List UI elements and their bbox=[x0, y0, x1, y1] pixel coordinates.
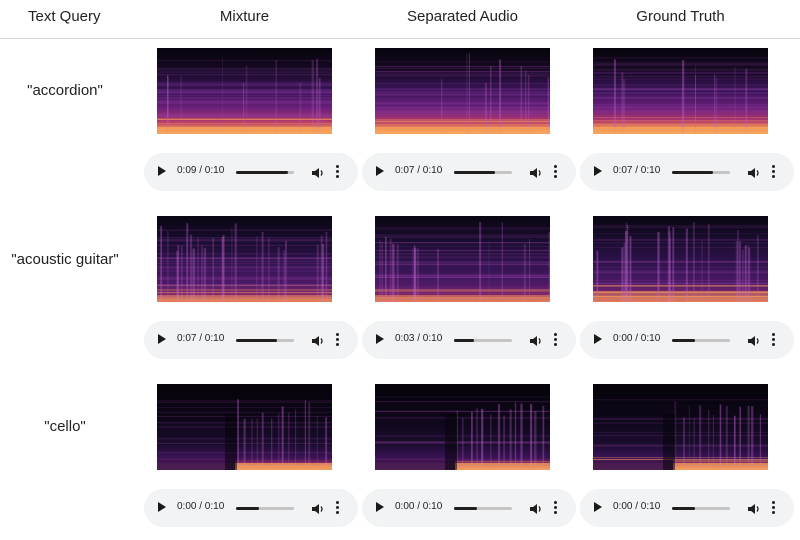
volume-icon[interactable] bbox=[747, 502, 761, 514]
audio-player-separated-audio[interactable]: 0:00 / 0:10 bbox=[362, 489, 576, 527]
playback-time: 0:00 / 0:10 bbox=[177, 501, 225, 512]
audio-player-separated-audio[interactable]: 0:07 / 0:10 bbox=[362, 153, 576, 191]
header-text-query: Text Query bbox=[28, 8, 101, 25]
play-icon[interactable] bbox=[158, 502, 166, 512]
header-mixture: Mixture bbox=[219, 8, 270, 25]
play-icon[interactable] bbox=[594, 334, 602, 344]
audio-player-ground-truth[interactable]: 0:00 / 0:10 bbox=[580, 489, 794, 527]
text-query-label: "accordion" bbox=[27, 82, 103, 99]
spectrogram-mixture bbox=[157, 384, 332, 470]
playback-time: 0:07 / 0:10 bbox=[613, 165, 661, 176]
playback-time: 0:07 / 0:10 bbox=[177, 333, 225, 344]
seek-bar[interactable] bbox=[672, 339, 730, 342]
more-vert-icon[interactable] bbox=[336, 333, 340, 347]
spectrogram-ground-truth bbox=[593, 216, 768, 302]
seek-bar-progress bbox=[236, 507, 260, 510]
seek-bar[interactable] bbox=[236, 339, 294, 342]
play-icon[interactable] bbox=[376, 334, 384, 344]
volume-icon[interactable] bbox=[747, 334, 761, 346]
seek-bar[interactable] bbox=[454, 339, 512, 342]
seek-bar-progress bbox=[672, 339, 696, 342]
volume-icon[interactable] bbox=[311, 166, 325, 178]
playback-time: 0:00 / 0:10 bbox=[613, 333, 661, 344]
spectrogram-separated-audio bbox=[375, 384, 550, 470]
spectrogram-ground-truth bbox=[593, 48, 768, 134]
header-ground-truth: Ground Truth bbox=[636, 8, 725, 25]
spectrogram-mixture bbox=[157, 48, 332, 134]
playback-time: 0:00 / 0:10 bbox=[613, 501, 661, 512]
seek-bar-progress bbox=[236, 339, 277, 342]
volume-icon[interactable] bbox=[311, 334, 325, 346]
seek-bar[interactable] bbox=[454, 507, 512, 510]
seek-bar[interactable] bbox=[672, 507, 730, 510]
more-vert-icon[interactable] bbox=[336, 501, 340, 515]
header-separated-audio: Separated Audio bbox=[407, 8, 518, 25]
seek-bar[interactable] bbox=[236, 507, 294, 510]
spectrogram-separated-audio bbox=[375, 216, 550, 302]
text-query-label: "cello" bbox=[44, 418, 86, 435]
more-vert-icon[interactable] bbox=[772, 501, 776, 515]
seek-bar[interactable] bbox=[672, 171, 730, 174]
spectrogram-separated-audio bbox=[375, 48, 550, 134]
volume-icon[interactable] bbox=[529, 166, 543, 178]
audio-player-separated-audio[interactable]: 0:03 / 0:10 bbox=[362, 321, 576, 359]
playback-time: 0:07 / 0:10 bbox=[395, 165, 443, 176]
spectrogram-mixture bbox=[157, 216, 332, 302]
more-vert-icon[interactable] bbox=[554, 165, 558, 179]
more-vert-icon[interactable] bbox=[772, 165, 776, 179]
seek-bar-progress bbox=[236, 171, 289, 174]
more-vert-icon[interactable] bbox=[554, 501, 558, 515]
audio-player-mixture[interactable]: 0:00 / 0:10 bbox=[144, 489, 358, 527]
more-vert-icon[interactable] bbox=[336, 165, 340, 179]
volume-icon[interactable] bbox=[529, 334, 543, 346]
volume-icon[interactable] bbox=[529, 502, 543, 514]
playback-time: 0:00 / 0:10 bbox=[395, 501, 443, 512]
more-vert-icon[interactable] bbox=[772, 333, 776, 347]
play-icon[interactable] bbox=[376, 502, 384, 512]
volume-icon[interactable] bbox=[311, 502, 325, 514]
text-query-label: "acoustic guitar" bbox=[11, 251, 119, 268]
playback-time: 0:09 / 0:10 bbox=[177, 165, 225, 176]
audio-player-ground-truth[interactable]: 0:00 / 0:10 bbox=[580, 321, 794, 359]
playback-time: 0:03 / 0:10 bbox=[395, 333, 443, 344]
spectrogram-ground-truth bbox=[593, 384, 768, 470]
seek-bar-progress bbox=[454, 339, 475, 342]
seek-bar-progress bbox=[454, 171, 495, 174]
more-vert-icon[interactable] bbox=[554, 333, 558, 347]
seek-bar[interactable] bbox=[236, 171, 294, 174]
play-icon[interactable] bbox=[376, 166, 384, 176]
audio-player-mixture[interactable]: 0:09 / 0:10 bbox=[144, 153, 358, 191]
play-icon[interactable] bbox=[594, 502, 602, 512]
audio-player-mixture[interactable]: 0:07 / 0:10 bbox=[144, 321, 358, 359]
seek-bar-progress bbox=[454, 507, 478, 510]
table-header: Text Query Mixture Separated Audio Groun… bbox=[0, 0, 800, 39]
play-icon[interactable] bbox=[158, 334, 166, 344]
seek-bar-progress bbox=[672, 171, 713, 174]
play-icon[interactable] bbox=[158, 166, 166, 176]
seek-bar-progress bbox=[672, 507, 696, 510]
audio-player-ground-truth[interactable]: 0:07 / 0:10 bbox=[580, 153, 794, 191]
play-icon[interactable] bbox=[594, 166, 602, 176]
seek-bar[interactable] bbox=[454, 171, 512, 174]
volume-icon[interactable] bbox=[747, 166, 761, 178]
